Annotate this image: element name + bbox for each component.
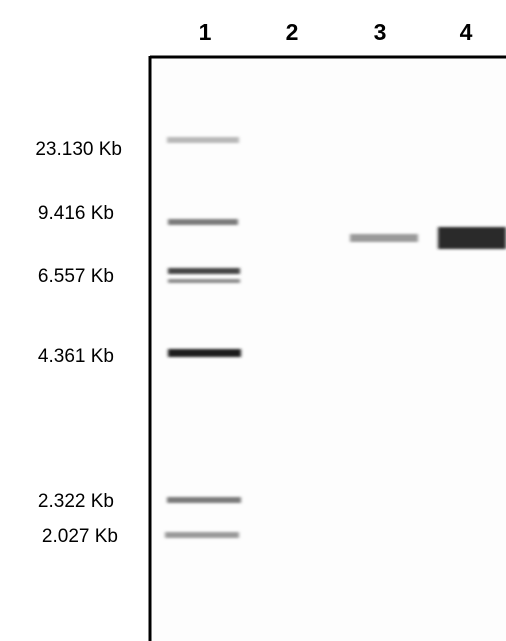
band	[438, 227, 506, 249]
marker-label: 9.416 Kb	[38, 203, 114, 224]
band	[165, 532, 239, 538]
marker-label: 4.361 Kb	[38, 346, 114, 367]
gel	[150, 56, 506, 641]
marker-label: 2.322 Kb	[38, 491, 114, 512]
band	[168, 279, 240, 283]
band	[168, 219, 238, 225]
marker-label: 23.130 Kb	[35, 139, 122, 160]
marker-label: 6.557 Kb	[38, 266, 114, 287]
lane-label: 1	[199, 19, 212, 45]
gel-figure: 1 2 3 4 23.130 Kb 9.416 Kb 6.557 Kb 4.36…	[0, 0, 506, 641]
lane-label: 4	[460, 19, 473, 45]
lane-label: 3	[374, 19, 387, 45]
band	[168, 349, 241, 357]
band	[167, 497, 241, 503]
lane-label: 2	[286, 19, 299, 45]
band	[350, 234, 418, 242]
band	[167, 137, 239, 143]
band	[168, 268, 240, 274]
marker-label: 2.027 Kb	[42, 526, 118, 547]
